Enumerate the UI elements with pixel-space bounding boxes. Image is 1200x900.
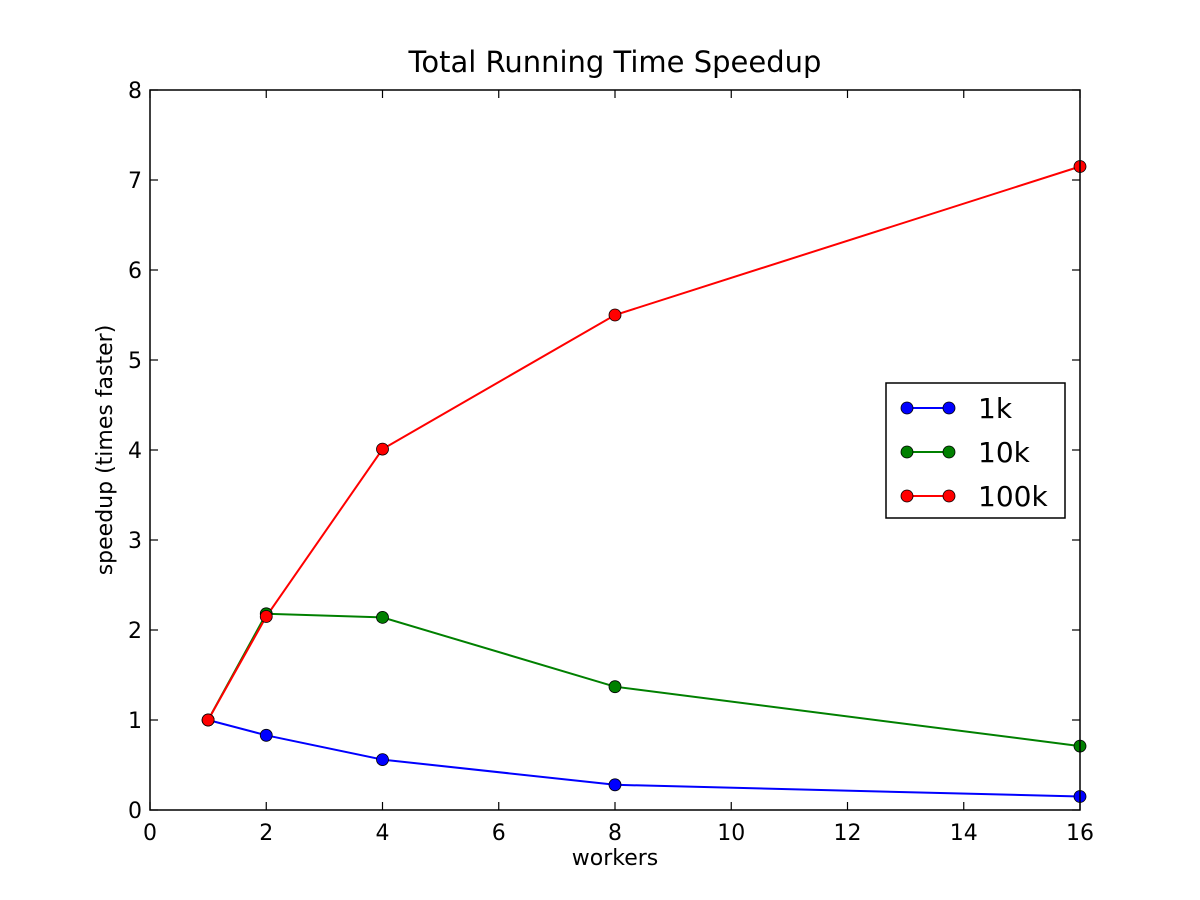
legend-marker-10k: [942, 445, 956, 459]
y-tick-label: 6: [128, 259, 142, 284]
x-tick-label: 16: [1066, 821, 1094, 846]
x-tick-label: 14: [950, 821, 978, 846]
x-tick-label: 6: [492, 821, 506, 846]
data-point-100k: [608, 308, 622, 322]
legend-label-1k: 1k: [978, 392, 1013, 425]
x-tick-label: 4: [376, 821, 390, 846]
legend-label-10k: 10k: [978, 436, 1031, 469]
y-axis-label: speedup (times faster): [93, 325, 118, 576]
y-tick-label: 8: [128, 79, 142, 104]
y-tick-label: 2: [128, 619, 142, 644]
series-line-10k: [207, 612, 1081, 748]
data-point-1k: [608, 778, 622, 792]
series-layer: [201, 160, 1087, 803]
legend-marker-1k: [900, 401, 914, 415]
x-tick-label: 0: [143, 821, 157, 846]
data-point-1k: [376, 753, 389, 766]
x-tick-label: 8: [608, 821, 622, 846]
legend-label-100k: 100k: [978, 480, 1048, 513]
x-tick-label: 2: [259, 821, 273, 846]
y-tick-label: 0: [128, 799, 142, 824]
x-tick-label: 10: [717, 821, 745, 846]
legend-marker-100k: [942, 489, 956, 503]
x-axis-label: workers: [572, 846, 659, 871]
y-tick-label: 5: [128, 349, 142, 374]
data-point-100k: [201, 713, 215, 727]
data-point-10k: [376, 611, 389, 624]
chart-title: Total Running Time Speedup: [408, 45, 822, 79]
y-tick-label: 7: [128, 169, 142, 194]
data-point-100k: [376, 442, 389, 456]
data-point-100k: [259, 610, 273, 623]
y-tick-label: 1: [128, 709, 142, 734]
legend: 1k 10k 100k: [885, 382, 1066, 519]
legend-marker-1k: [942, 401, 956, 415]
legend-marker-100k: [900, 489, 914, 503]
data-point-10k: [608, 680, 622, 694]
legend-marker-10k: [900, 445, 914, 459]
x-tick-label: 12: [834, 821, 862, 846]
series-line-1k: [207, 719, 1081, 798]
y-tick-label: 4: [128, 439, 142, 464]
y-tick-label: 3: [128, 529, 142, 554]
data-point-1k: [259, 728, 273, 742]
